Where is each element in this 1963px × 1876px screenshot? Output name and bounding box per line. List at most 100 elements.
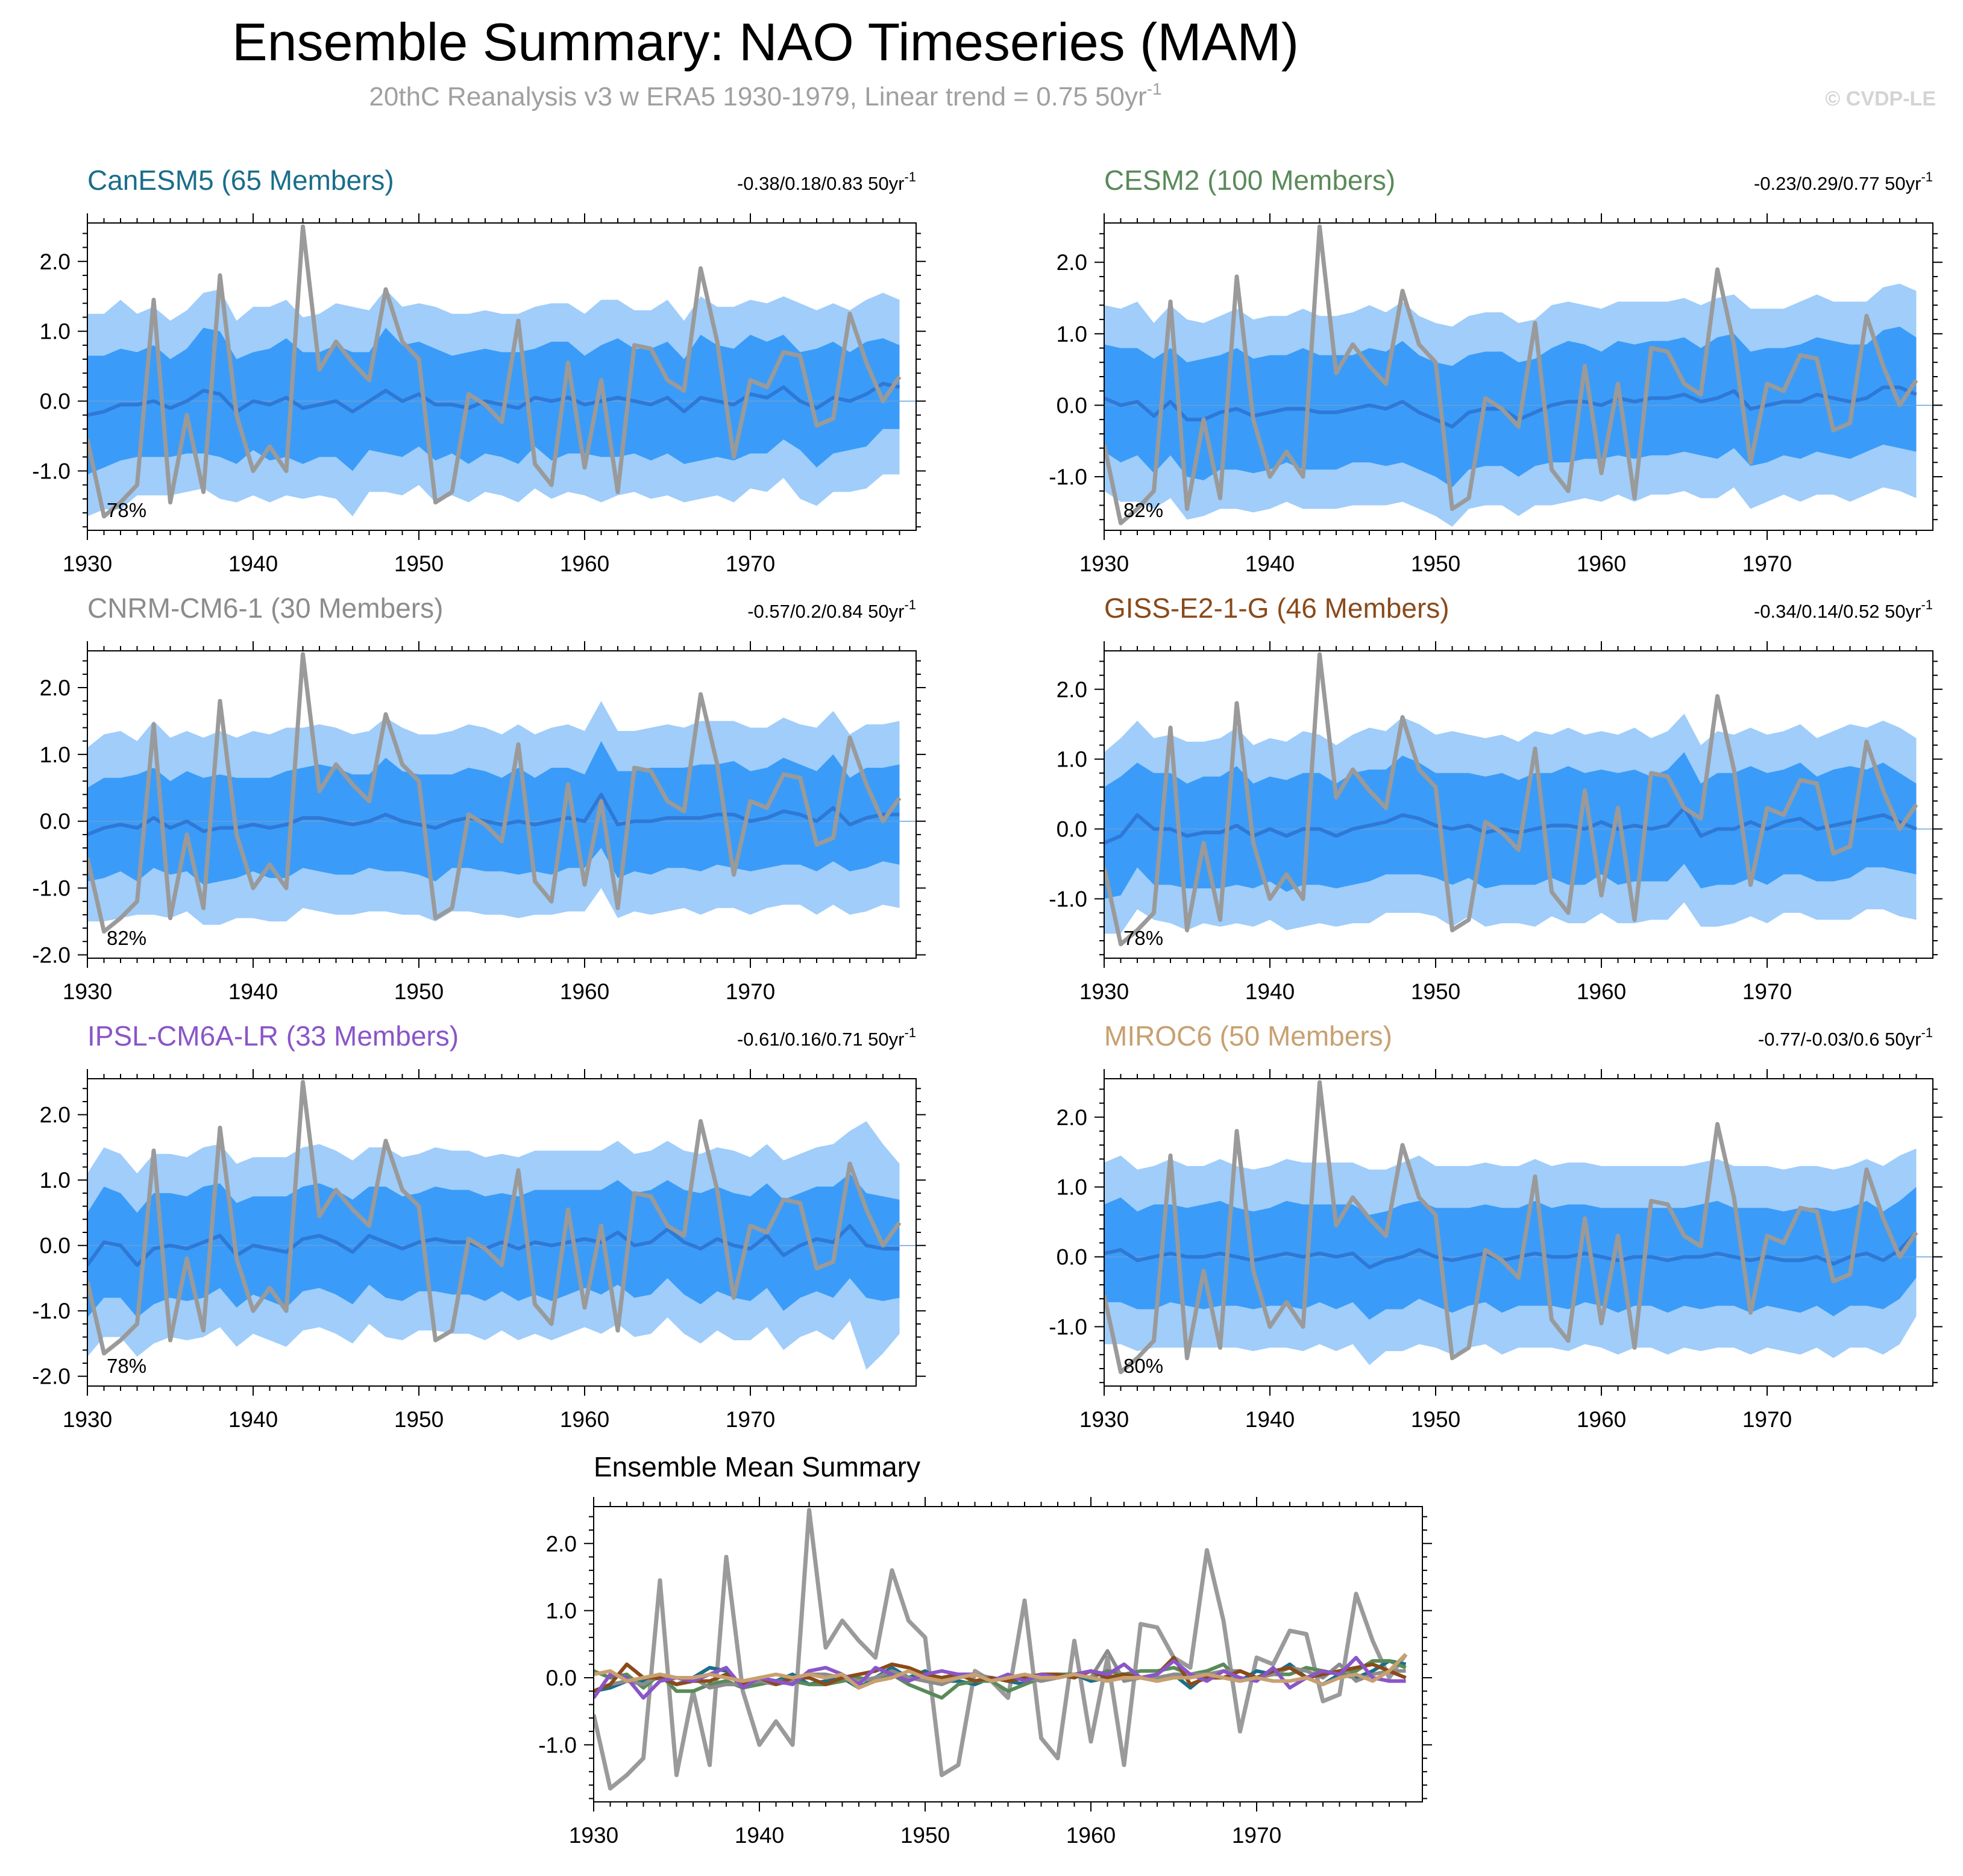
x-tick-label: 1950: [394, 1407, 444, 1432]
y-tick-label: 2.0: [40, 676, 71, 700]
plot-area: [1104, 652, 1933, 947]
x-tick-label: 1930: [63, 1407, 112, 1432]
y-tick-label: 0.0: [40, 389, 71, 414]
x-tick-label: 1950: [394, 979, 444, 1004]
ensemble-mean-summary: 1930 1940 1950 1960 1970 2.0 1.0 0.0 -1.0 Ensembl…: [538, 1451, 1432, 1848]
x-tick-label: 1970: [726, 551, 775, 576]
y-tick-label: -1.0: [32, 1299, 71, 1323]
ensemble-mean-line: [87, 1224, 900, 1267]
x-tick-label: 1930: [63, 551, 112, 576]
y-tick-label: 0.0: [1057, 1245, 1087, 1270]
x-tick-label: 1940: [228, 979, 278, 1004]
subtitle-sup: -1: [1147, 80, 1162, 98]
x-tick-label: 1930: [1079, 551, 1129, 576]
x-tick-label: 1950: [394, 551, 444, 576]
x-tick-label: 1930: [1079, 979, 1129, 1004]
plot-area: [87, 224, 916, 519]
trend-unit-sup: -1: [1921, 1025, 1933, 1040]
x-tick-label: 1940: [1245, 551, 1295, 576]
y-tick-label: 1.0: [1057, 1175, 1087, 1200]
x-tick-label: 1940: [735, 1823, 784, 1848]
panel-5: 1930 1940 1950 1960 1970 2.0 1.0 0.0 -1.0 -2.0 IPS…: [32, 1020, 926, 1432]
y-tick-label: 1.0: [1057, 747, 1087, 772]
observed-line: [87, 224, 902, 519]
y-tick-label: 2.0: [1057, 1105, 1087, 1130]
y-tick-label: -2.0: [32, 1364, 71, 1389]
y-tick-label: 1.0: [40, 742, 71, 767]
ensemble-inner-band: [1104, 327, 1917, 488]
percent-label: 78%: [107, 499, 146, 521]
trend-values: -0.23/0.29/0.77 50yr: [1754, 173, 1921, 194]
panel-title: IPSL-CM6A-LR (33 Members): [87, 1020, 459, 1052]
y-tick-label: -2.0: [32, 943, 71, 967]
x-tick-label: 1960: [1577, 551, 1626, 576]
panel-trend: -0.61/0.16/0.71 50yr-1: [737, 1025, 916, 1050]
y-tick-label: 1.0: [1057, 322, 1087, 347]
y-tick-label: -1.0: [32, 459, 71, 483]
y-tick-label: 1.0: [40, 1168, 71, 1193]
plot-area: [594, 1508, 1408, 1791]
trend-unit-sup: -1: [904, 169, 916, 184]
panel-trend: -0.34/0.14/0.52 50yr-1: [1754, 597, 1933, 622]
x-tick-label: 1950: [1411, 1407, 1460, 1432]
y-tick-label: -1.0: [1049, 1314, 1087, 1339]
x-tick-label: 1930: [63, 979, 112, 1004]
figure-subtitle: 20thC Reanalysis v3 w ERA5 1930-1979, Li…: [369, 80, 1161, 111]
trend-values: -0.38/0.18/0.83 50yr: [737, 173, 904, 194]
panel-3: 1930 1940 1950 1960 1970 2.0 1.0 0.0 -1.0 -2.0 CNR…: [32, 592, 926, 1004]
y-tick-label: 1.0: [40, 319, 71, 344]
observed-line: [594, 1508, 1408, 1791]
y-tick-label: -1.0: [1049, 465, 1087, 489]
panel-trend: -0.23/0.29/0.77 50yr-1: [1754, 169, 1933, 194]
observed-line: [87, 652, 902, 934]
trend-values: -0.61/0.16/0.71 50yr: [737, 1029, 904, 1050]
percent-label: 82%: [107, 927, 146, 949]
panel-title: CanESM5 (65 Members): [87, 165, 394, 196]
plot-area: [1104, 1080, 1933, 1375]
subtitle-main: 20thC Reanalysis v3 w ERA5 1930-1979, Li…: [369, 82, 1146, 111]
x-tick-label: 1970: [1232, 1823, 1281, 1848]
y-tick-label: 2.0: [40, 249, 71, 274]
x-tick-label: 1950: [1411, 979, 1460, 1004]
panel-trend: -0.38/0.18/0.83 50yr-1: [737, 169, 916, 194]
panel-4: 1930 1940 1950 1960 1970 2.0 1.0 0.0 -1.0 GISS-E2…: [1049, 592, 1943, 1004]
panel-trend: -0.57/0.2/0.84 50yr-1: [747, 597, 916, 622]
y-tick-label: 2.0: [40, 1103, 71, 1128]
observed-line: [87, 1079, 902, 1356]
y-tick-label: -1.0: [1049, 886, 1087, 911]
x-tick-label: 1970: [726, 1407, 775, 1432]
x-tick-label: 1960: [1577, 979, 1626, 1004]
y-tick-label: 1.0: [546, 1599, 577, 1623]
y-tick-label: -1.0: [538, 1733, 577, 1757]
panel-title: CESM2 (100 Members): [1104, 165, 1395, 196]
ensemble-mean-line: [1104, 1231, 1918, 1269]
observed-line: [1104, 224, 1918, 525]
x-tick-label: 1960: [560, 551, 609, 576]
model-mean-line: [594, 1652, 1407, 1690]
y-tick-label: 0.0: [546, 1666, 577, 1690]
panel-title: MIROC6 (50 Members): [1104, 1020, 1392, 1052]
x-tick-label: 1950: [1411, 551, 1460, 576]
x-tick-label: 1960: [1577, 1407, 1626, 1432]
panel-6: 1930 1940 1950 1960 1970 2.0 1.0 0.0 -1.0 MIROC6 …: [1049, 1020, 1943, 1432]
trend-unit-sup: -1: [1921, 597, 1933, 612]
y-tick-label: -1.0: [32, 876, 71, 901]
panel-title: CNRM-CM6-1 (30 Members): [87, 592, 443, 624]
trend-values: -0.34/0.14/0.52 50yr: [1754, 601, 1921, 622]
x-tick-label: 1940: [228, 551, 278, 576]
trend-unit-sup: -1: [904, 597, 916, 612]
trend-values: -0.57/0.2/0.84 50yr: [747, 601, 904, 622]
ensemble-mean-line: [87, 381, 900, 417]
y-tick-label: 0.0: [40, 809, 71, 834]
x-tick-label: 1970: [1742, 979, 1792, 1004]
x-tick-label: 1940: [228, 1407, 278, 1432]
plot-area: [87, 652, 916, 934]
panels: 1930 1940 1950 1960 1970 2.0 1.0 0.0 -1.0 CanESM5…: [32, 165, 1943, 1432]
plot-area: [87, 1079, 916, 1370]
panel-2: 1930 1940 1950 1960 1970 2.0 1.0 0.0 -1.0 CESM2 (…: [1049, 165, 1943, 576]
x-tick-label: 1930: [569, 1823, 618, 1848]
credit-label: © CVDP-LE: [1825, 87, 1936, 110]
y-tick-label: 2.0: [1057, 677, 1087, 702]
panel-trend: -0.77/-0.03/0.6 50yr-1: [1758, 1025, 1933, 1050]
